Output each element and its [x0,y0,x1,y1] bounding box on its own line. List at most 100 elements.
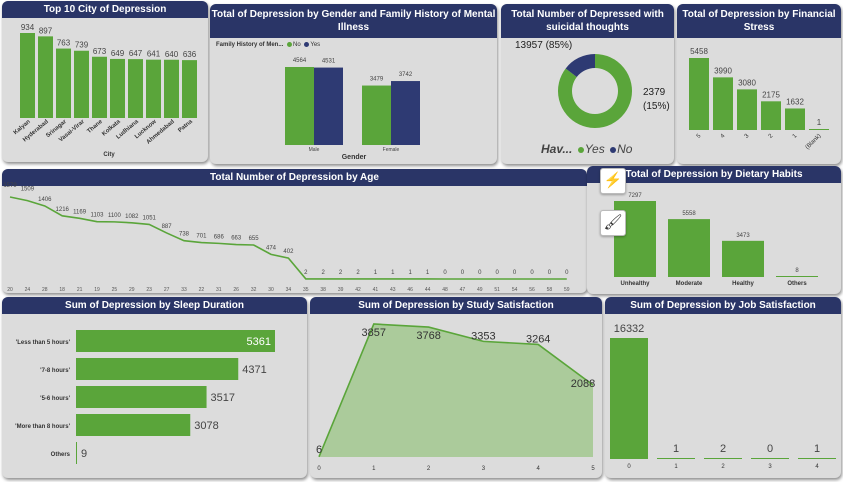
tick-label: 0 [317,466,321,472]
x-axis-label: Gender [342,154,367,161]
tick-label: Moderate [676,281,703,287]
tick-label: 'More than 8 hours' [15,424,70,430]
tick-label: '7-8 hours' [40,368,70,374]
pie-slice [565,54,596,78]
tick-label: 5 [696,133,703,140]
city-chart[interactable]: 934Kalyan897Hyderabad763Srinagar739Vasai… [2,1,208,162]
tick-label: 44 [425,287,431,293]
tick-label: 1 [792,133,799,140]
tick-label: 24 [25,287,31,293]
bar [76,414,191,436]
tick-label: 30 [268,287,274,293]
tick-label: 56 [529,287,535,293]
dietary-panel: Total of Depression by Dietary Habits 72… [587,166,841,294]
data-label: 0 [496,270,500,276]
data-label: 655 [249,236,260,242]
age-chart[interactable]: 1579201509241406281216181169211103191100… [2,169,587,293]
data-label: 0 [767,443,773,455]
tick-label: 48 [442,287,448,293]
data-label: 686 [214,234,225,240]
data-label: 1 [374,270,378,276]
tick-label: (Blank) [805,133,823,151]
bar [751,458,789,459]
data-label: 1051 [143,215,157,221]
tick-label: 35 [303,287,309,293]
suicidal-chart[interactable]: 13957 (85%) 2379 (15%) [501,4,674,164]
tick-label: 25 [112,287,118,293]
data-label: 3264 [526,333,550,345]
suicidal-legend-title: Hav... [541,142,573,156]
tick-label: 4 [537,466,541,472]
data-label: 5458 [690,47,708,56]
data-label: 8 [795,268,799,274]
financial-title: Total of Depression by Financial Stress [677,4,841,38]
bar [689,58,709,130]
bar [182,60,197,118]
financial-chart[interactable]: 5458 5 3990 4 3080 3 2175 2 1632 1 1 (Blank) [677,4,841,164]
x-axis-label: City [103,152,115,158]
data-label: 0 [530,270,534,276]
study-chart[interactable]: 6 0 3857 1 3768 2 3353 3 3264 4 2088 5 [310,297,602,478]
job-panel: Sum of Depression by Job Satisfaction 16… [605,297,841,478]
bar [391,81,420,145]
data-label: 2 [356,270,360,276]
sleep-chart[interactable]: 5361 'Less than 5 hours' 4371 '7-8 hours' 35… [2,297,307,478]
data-label: 1216 [56,207,70,213]
tick-label: 27 [164,287,170,293]
data-label: 5361 [247,336,271,348]
data-label: 2 [322,270,326,276]
tick-label: 23 [146,287,152,293]
job-chart[interactable]: 16332 0 1 1 2 2 0 3 1 4 [605,297,841,478]
series-line [318,323,594,458]
data-label: 2379 [643,87,666,98]
bar-chart-lightning-icon[interactable]: ⚡ [600,168,626,194]
data-label: 739 [75,41,89,50]
tick-label: 43 [390,287,396,293]
bar [737,89,757,130]
tick-label: 1 [674,464,678,470]
tick-label: 41 [373,287,379,293]
suicidal-legend-no: No [617,142,633,156]
study-title: Sum of Depression by Study Satisfaction [310,297,602,314]
tick-label: 18 [59,287,65,293]
tick-label: 58 [547,287,553,293]
data-label: 3517 [211,392,235,404]
tick-label: 4 [720,133,727,140]
tick-label: 0 [627,464,631,470]
data-label: 474 [266,245,277,251]
data-label: 402 [283,249,294,255]
bar [809,129,829,130]
legend-yes-dot [577,146,584,153]
data-label: 7297 [628,193,642,199]
gender-legend[interactable]: Family History of Men... No Yes [216,42,320,48]
data-label: (15%) [643,101,670,112]
legend-no-dot [610,146,617,153]
bar [74,50,89,118]
city-panel: Top 10 City of Depression 934 Kalyan 897 Hy… [2,1,208,162]
tick-label: 31 [216,287,222,293]
data-label: 0 [443,270,447,276]
gender-chart[interactable]: 4564 4531 Male 3479 3742 Female Gender [210,4,497,164]
data-label: 1 [673,443,679,455]
dietary-chart[interactable]: 7297 Unhealthy 5558 Moderate 3473 Healthy 8 Oth… [587,166,841,294]
data-label: 887 [162,224,173,230]
data-label: 2088 [571,378,595,390]
data-label: 2 [720,443,726,455]
legend-no-dot [287,42,293,47]
data-label: 13957 (85%) [515,40,572,51]
data-label: 647 [129,49,143,58]
paintbrush-plus-icon[interactable]: 🖌 [600,210,626,236]
tick-label: 1 [372,466,376,472]
tick-label: 22 [199,287,205,293]
data-label: 3473 [736,233,750,239]
bar [285,67,314,145]
data-label: 640 [165,50,179,59]
bar [92,56,107,118]
tick-label: 33 [181,287,187,293]
data-label: 636 [183,50,197,59]
tick-label: '5-6 hours' [40,396,70,402]
bar [128,59,143,118]
suicidal-legend[interactable]: Hav... Yes No [541,142,632,156]
tick-label: 29 [129,287,135,293]
tick-label: 3 [768,464,772,470]
